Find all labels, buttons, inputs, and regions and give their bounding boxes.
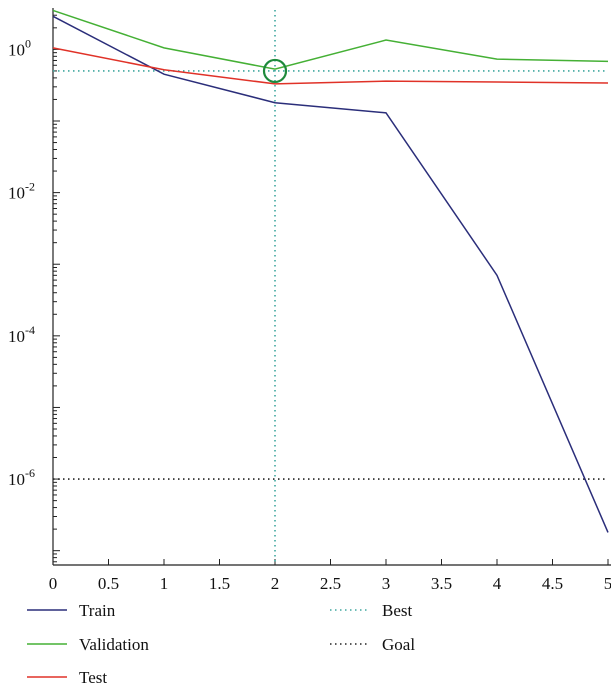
x-tick-label: 0.5 <box>98 574 119 593</box>
y-tick-label: 10-6 <box>8 466 35 489</box>
x-tick-label: 1.5 <box>209 574 230 593</box>
x-tick-label: 2 <box>271 574 280 593</box>
x-tick-label: 1 <box>160 574 169 593</box>
legend: Train Validation Test Best Goal <box>27 601 415 687</box>
x-tick-label: 0 <box>49 574 58 593</box>
x-tick-label: 4 <box>493 574 502 593</box>
y-tick-label: 10-2 <box>8 180 35 203</box>
legend-label-train: Train <box>79 601 116 620</box>
y-tick-label: 10-4 <box>8 323 35 346</box>
x-tick-label: 2.5 <box>320 574 341 593</box>
legend-label-best: Best <box>382 601 413 620</box>
x-tick-label: 5 <box>604 574 611 593</box>
legend-label-test: Test <box>79 668 107 687</box>
series-line-test <box>52 47 609 85</box>
x-tick-label: 3.5 <box>431 574 452 593</box>
best-point-marker <box>262 58 288 84</box>
legend-label-validation: Validation <box>79 635 149 654</box>
series-line-validation <box>52 9 609 70</box>
plot-area: 0 0.5 1 1.5 2 2.5 3 3.5 4 4.5 5 100 10-2 10-4 10-6 <box>8 8 611 593</box>
legend-label-goal: Goal <box>382 635 415 654</box>
series-line-train <box>52 15 609 533</box>
y-tick-label: 100 <box>8 36 31 59</box>
x-tick-label: 4.5 <box>542 574 563 593</box>
x-tick-label: 3 <box>382 574 391 593</box>
